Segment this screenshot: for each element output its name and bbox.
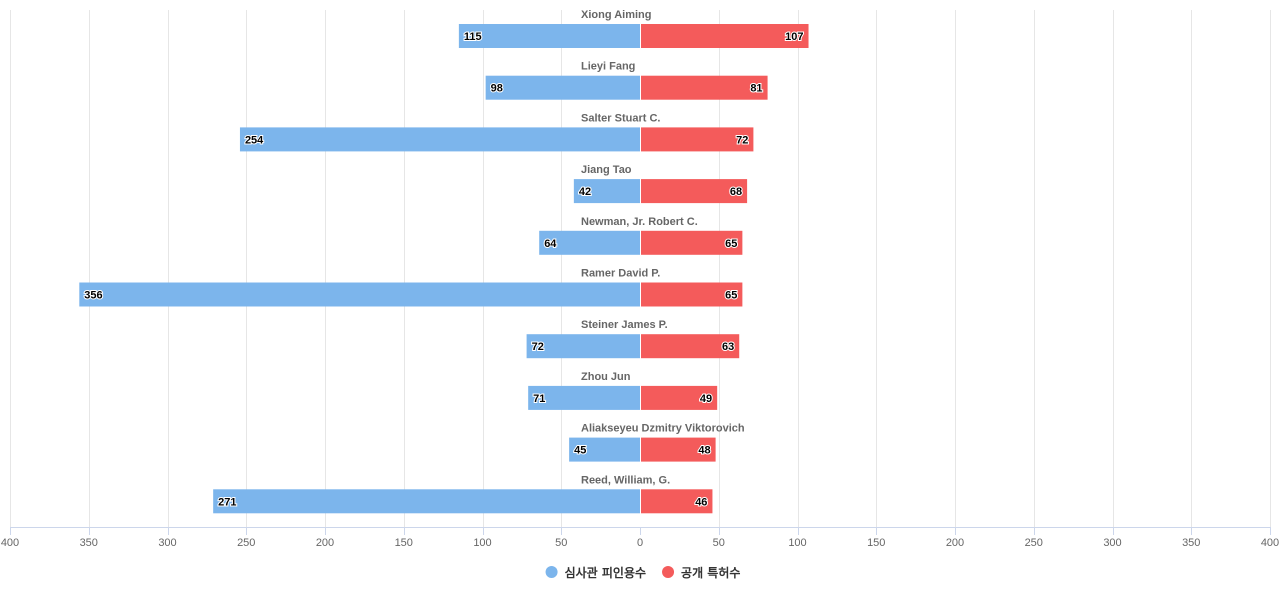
category-label: Xiong Aiming xyxy=(581,9,651,21)
x-tick-label: 100 xyxy=(473,537,491,549)
x-tick-label: 300 xyxy=(1103,537,1121,549)
bar-value-label: 46 xyxy=(695,496,707,508)
x-tick-label: 150 xyxy=(867,537,885,549)
legend-label: 공개 특허수 xyxy=(681,565,740,580)
bar-value-label: 115 xyxy=(464,31,482,43)
bar-value-label: 356 xyxy=(84,290,102,302)
legend-marker-icon xyxy=(545,566,558,578)
bar-right[interactable] xyxy=(640,489,713,514)
bar-left[interactable] xyxy=(213,489,641,514)
x-tick-label: 300 xyxy=(158,537,176,549)
bar-value-label: 81 xyxy=(750,83,762,95)
bar-left[interactable] xyxy=(569,437,640,462)
bar-right[interactable] xyxy=(640,127,754,152)
bar-right[interactable] xyxy=(640,385,718,410)
bar-left[interactable] xyxy=(573,179,640,204)
x-tick-label: 100 xyxy=(788,537,806,549)
bar-left[interactable] xyxy=(528,385,640,410)
bar-value-label: 45 xyxy=(574,445,586,457)
bar-value-label: 254 xyxy=(245,134,264,146)
bar-left[interactable] xyxy=(79,282,641,307)
bar-value-label: 48 xyxy=(698,445,710,457)
bar-left[interactable] xyxy=(458,24,640,48)
category-label: Ramer David P. xyxy=(581,268,660,280)
x-tick-label: 200 xyxy=(946,537,964,549)
bar-value-label: 65 xyxy=(725,290,737,302)
x-axis: 400 350 300 250 200 150 100 50 0 50 100 150 200 250 30… xyxy=(1,527,1279,549)
bar-left[interactable] xyxy=(526,334,640,359)
category-label: Newman, Jr. Robert C. xyxy=(581,216,698,228)
legend-label: 심사관 피인용수 xyxy=(565,565,646,580)
bar-left[interactable] xyxy=(539,230,640,255)
x-tick-label: 50 xyxy=(713,537,725,549)
bar-value-label: 64 xyxy=(544,238,557,250)
bar-value-label: 71 xyxy=(533,393,545,405)
bar-value-label: 42 xyxy=(579,186,591,198)
bar-value-label: 72 xyxy=(532,341,544,353)
bar-value-label: 72 xyxy=(736,134,748,146)
bar-value-label: 49 xyxy=(700,393,712,405)
bar-value-label: 68 xyxy=(730,186,742,198)
category-labels: Xiong Aiming Lieyi Fang Salter Stuart C. Ji… xyxy=(581,9,745,486)
category-label: Lieyi Fang xyxy=(581,61,635,73)
bar-value-label: 107 xyxy=(785,31,803,43)
legend-item[interactable]: 공개 특허수 xyxy=(662,565,740,580)
x-tick-label: 400 xyxy=(1,537,19,549)
legend-marker-icon xyxy=(662,566,675,578)
x-tick-label: 200 xyxy=(316,537,334,549)
bar-left[interactable] xyxy=(239,127,640,152)
bar-value-label: 65 xyxy=(725,238,737,250)
legend[interactable]: 심사관 피인용수 공개 특허수 xyxy=(545,565,741,580)
bar-right[interactable] xyxy=(640,179,748,204)
x-tick-label: 250 xyxy=(237,537,255,549)
bars: 115 107 98 81 254 72 42 68 64 65 356 65 72 63 71 49 45 48… xyxy=(79,10,809,527)
category-label: Aliakseyeu Dzmitry Viktorovich xyxy=(581,423,745,435)
x-tick-label: 50 xyxy=(555,537,567,549)
category-label: Zhou Jun xyxy=(581,371,631,383)
bar-right[interactable] xyxy=(640,75,768,100)
x-tick-label: 350 xyxy=(1182,537,1200,549)
grid-lines xyxy=(10,10,1271,527)
x-tick-label: 150 xyxy=(395,537,413,549)
bar-value-label: 271 xyxy=(218,496,236,508)
bar-left[interactable] xyxy=(485,75,640,100)
bar-value-label: 63 xyxy=(722,341,734,353)
x-tick-label: 250 xyxy=(1025,537,1043,549)
legend-item[interactable]: 심사관 피인용수 xyxy=(545,565,646,580)
category-label: Jiang Tao xyxy=(581,164,632,176)
x-tick-label: 350 xyxy=(80,537,98,549)
category-label: Salter Stuart C. xyxy=(581,112,660,124)
category-label: Steiner James P. xyxy=(581,319,668,331)
bar-right[interactable] xyxy=(640,282,743,307)
bar-right[interactable] xyxy=(640,230,743,255)
x-tick-label: 400 xyxy=(1261,537,1279,549)
bar-right[interactable] xyxy=(640,437,716,462)
x-tick-label: 0 xyxy=(637,537,643,549)
bar-right[interactable] xyxy=(640,334,740,359)
bar-value-label: 98 xyxy=(491,83,503,95)
category-label: Reed, William, G. xyxy=(581,474,670,486)
bar-right[interactable] xyxy=(640,24,809,48)
